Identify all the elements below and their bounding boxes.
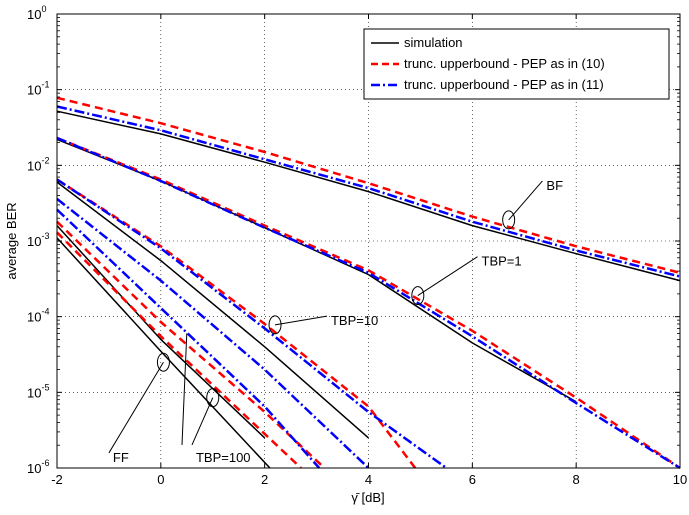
y-tick-label: 10-4	[27, 307, 49, 325]
series-ff-pep11	[56, 208, 321, 469]
y-tick-label: 100	[27, 4, 46, 22]
series-tbp100-pep11	[56, 197, 370, 469]
x-tick-label: 4	[365, 472, 372, 487]
annotation-label-tbp10: TBP=10	[331, 313, 378, 328]
x-axis-label: γ̄ [dB]	[351, 490, 384, 505]
x-tick-label: 2	[261, 472, 268, 487]
series-tbp100-simulation	[56, 225, 266, 439]
x-tick-label: 10	[673, 472, 687, 487]
x-tick-label: -2	[51, 472, 63, 487]
annotation-marker-tbp10	[268, 315, 282, 335]
x-tick-label: 6	[469, 472, 476, 487]
x-tick-label: 0	[157, 472, 164, 487]
annotation-marker-ff	[156, 352, 170, 372]
x-tick-label: 8	[573, 472, 580, 487]
series-tbp10-pep10	[56, 178, 417, 469]
annotation-marker-bf	[502, 210, 516, 230]
legend: simulation trunc. upperbound - PEP as in…	[363, 28, 670, 100]
y-tick-label: 10-5	[27, 382, 49, 400]
y-tick-label: 10-2	[27, 155, 49, 173]
series-tbp100-pep10	[56, 220, 326, 469]
series-bf-pep10	[56, 96, 681, 275]
x-tick-labels: -2 0 2 4 6 8 10	[51, 472, 687, 487]
series-tbp1-pep10	[56, 136, 681, 470]
annotation-label-ff: FF	[113, 450, 129, 465]
annotation-arrow2-tbp100	[181, 333, 188, 445]
y-tick-label: 10-3	[27, 231, 49, 249]
annotation-marker-tbp100	[206, 388, 220, 408]
y-tick-label: 10-1	[27, 80, 49, 98]
annotation-arrow-tbp100	[191, 397, 214, 446]
series-layer	[56, 96, 681, 470]
tick-marks	[56, 13, 681, 469]
legend-label-pep10: trunc. upperbound - PEP as in (10)	[404, 56, 605, 71]
series-bf-simulation	[56, 110, 681, 282]
annotation-label-bf: BF	[546, 178, 563, 193]
y-axis-label: average BER	[4, 202, 19, 279]
annotation-arrow-tbp1	[417, 256, 478, 296]
annotation-arrow-ff	[108, 361, 164, 454]
annotation-label-tbp100: TBP=100	[196, 450, 251, 465]
annotation-arrow-bf	[508, 180, 543, 221]
legend-box	[363, 28, 670, 100]
annotation-marker-tbp1	[411, 286, 425, 306]
legend-label-pep11: trunc. upperbound - PEP as in (11)	[404, 77, 604, 92]
annotation-arrow-tbp10	[274, 315, 328, 326]
y-tick-label: 10-6	[27, 458, 49, 476]
series-tbp10-pep11	[56, 178, 448, 470]
annotation-label-tbp1: TBP=1	[482, 254, 522, 269]
series-tbp1-pep11	[56, 136, 681, 470]
y-tick-labels: 100 10-1 10-2 10-3 10-4 10-5 10-6	[27, 4, 49, 476]
legend-label-simulation: simulation	[404, 35, 463, 50]
annotations: BF TBP=1 TBP=10 TBP=100 FF	[108, 178, 563, 465]
series-ff-simulation	[56, 237, 271, 469]
series-ff-pep10	[56, 231, 302, 469]
series-tbp10-simulation	[56, 181, 369, 439]
